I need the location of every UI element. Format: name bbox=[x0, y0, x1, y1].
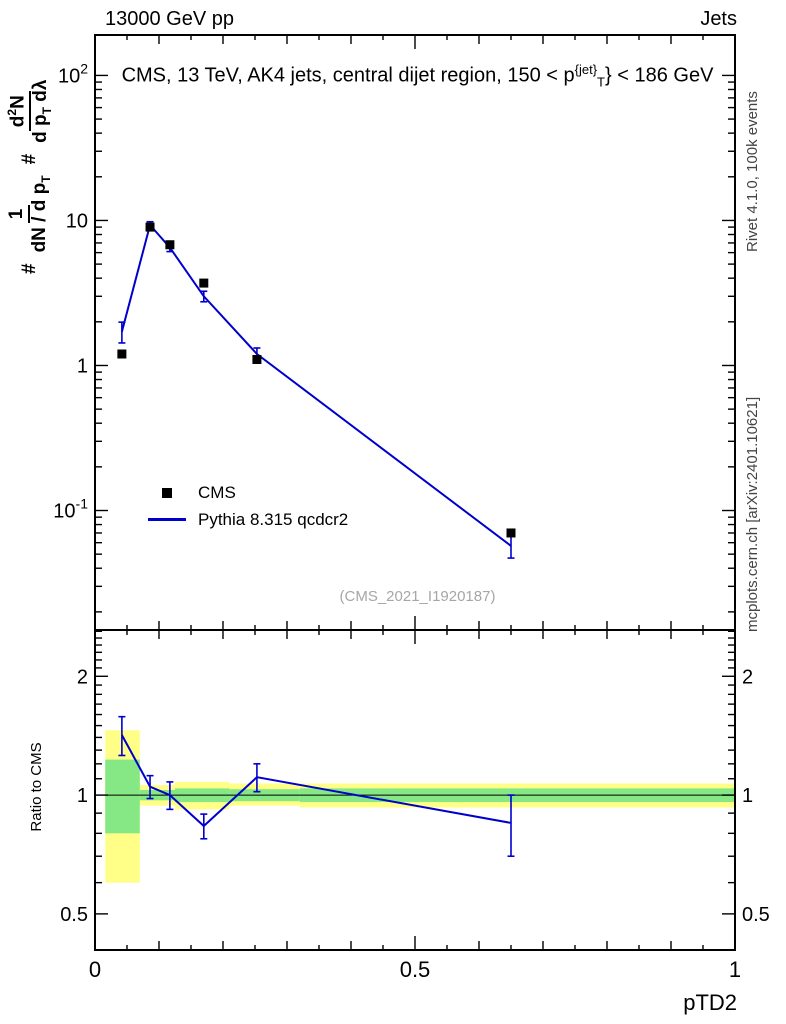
normalization-fraction: 1 dN / d pT bbox=[6, 175, 53, 253]
ratio-uncertainty-bands bbox=[95, 730, 735, 883]
differential-fraction: d2N d pT dλ bbox=[5, 79, 55, 143]
legend-label-pythia: Pythia 8.315 qcdcr2 bbox=[198, 509, 349, 529]
rivet-version-label: Rivet 4.1.0, 100k events bbox=[744, 91, 761, 252]
svg-text:2: 2 bbox=[77, 666, 88, 688]
mc-ratio-curve bbox=[118, 715, 515, 858]
legend-entry-pythia: Pythia 8.315 qcdcr2 bbox=[148, 506, 348, 533]
svg-text:10-1: 10-1 bbox=[53, 496, 88, 523]
legend-entry-cms: CMS bbox=[148, 479, 348, 506]
svg-text:2: 2 bbox=[742, 666, 753, 688]
mcplots-attribution-label: mcplots.cern.ch [arXiv:2401.10621] bbox=[744, 396, 761, 632]
svg-text:0.5: 0.5 bbox=[742, 904, 770, 926]
beam-energy-label: 13000 GeV pp bbox=[105, 8, 234, 30]
cms-data-points bbox=[117, 222, 516, 538]
legend: CMS Pythia 8.315 qcdcr2 bbox=[148, 479, 348, 533]
svg-text:10: 10 bbox=[66, 210, 88, 232]
svg-text:1: 1 bbox=[77, 785, 88, 807]
cms-marker-swatch bbox=[162, 487, 172, 498]
svg-text:1: 1 bbox=[742, 785, 753, 807]
axis-ticks bbox=[94, 35, 736, 950]
hash-symbol: # bbox=[19, 263, 41, 274]
plot-title: CMS, 13 TeV, AK4 jets, central dijet reg… bbox=[95, 62, 740, 90]
svg-text:0: 0 bbox=[89, 957, 101, 982]
legend-label-cms: CMS bbox=[198, 482, 236, 502]
svg-text:0.5: 0.5 bbox=[60, 904, 88, 926]
pythia-line-swatch bbox=[148, 518, 186, 521]
axis-tick-labels: 10-1 1 10 102 0.5 0.5 1 1 2 2 0 0.5 1 bbox=[53, 60, 770, 982]
analysis-id-watermark: (CMS_2021_I1920187) bbox=[339, 588, 496, 605]
svg-text:1: 1 bbox=[729, 957, 741, 982]
svg-text:1: 1 bbox=[77, 355, 88, 377]
process-label: Jets bbox=[700, 8, 737, 30]
plot-title-sub: T bbox=[597, 74, 605, 90]
plot-title-sup: {jet} bbox=[574, 62, 598, 77]
hash-symbol: # bbox=[19, 153, 41, 165]
main-y-axis-label: # 1 dN / d pT # d2N d pT dλ bbox=[5, 78, 55, 274]
ratio-y-axis-label: Ratio to CMS bbox=[28, 742, 45, 832]
svg-text:0.5: 0.5 bbox=[400, 957, 431, 982]
x-axis-title: pTD2 bbox=[683, 990, 737, 1015]
plot-title-text: CMS, 13 TeV, AK4 jets, central dijet reg… bbox=[121, 64, 575, 87]
svg-text:102: 102 bbox=[58, 60, 88, 87]
plot-title-post: } < 186 GeV bbox=[605, 64, 714, 87]
